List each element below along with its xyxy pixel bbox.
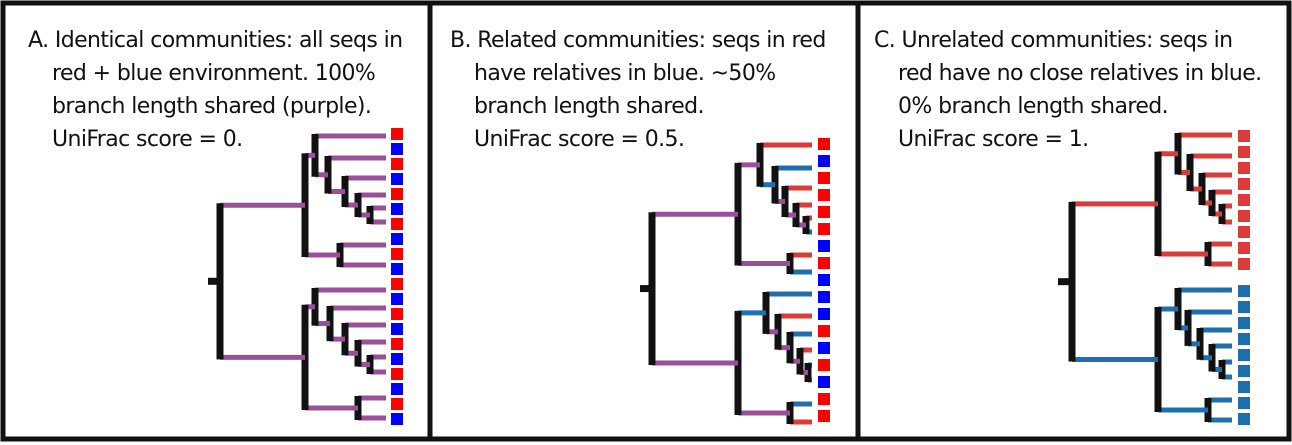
panel-b-line-1: B. Related communities: seqs in red	[450, 28, 826, 53]
panel-c-tip-box-red	[1238, 242, 1250, 254]
panel-c-line-3: 0% branch length shared.	[898, 94, 1169, 119]
panel-a-caption: A. Identical communities: all seqs in re…	[28, 24, 403, 156]
panel-c-tip-box-red	[1238, 130, 1250, 142]
panel-a-line-2: red + blue environment. 100%	[52, 61, 376, 86]
panel-a-tip-box	[391, 203, 403, 215]
panel-a-tip-box	[391, 188, 403, 200]
panel-a-tip-box	[391, 293, 403, 305]
panel-b-line-2: have relatives in blue. ~50%	[474, 61, 776, 86]
panel-c-line-1: C. Unrelated communities: seqs in	[874, 28, 1233, 53]
panel-b-tip-box	[818, 376, 830, 388]
panel-b-line-4: UniFrac score = 0.5.	[474, 127, 685, 152]
panel-b-tip-box	[818, 155, 830, 167]
panel-b-tip-box	[818, 410, 830, 422]
panel-a-tip-box	[391, 383, 403, 395]
panel-a-tip-box	[391, 338, 403, 350]
panel-b-tip-box	[818, 308, 830, 320]
panel-b-tip-box	[818, 359, 830, 371]
panel-c-frame	[855, 0, 1292, 442]
panel-c-tip-box-blue	[1238, 381, 1250, 393]
panel-b-line-3: branch length shared.	[474, 94, 705, 119]
panel-b-tip-box	[818, 393, 830, 405]
panel-b-tip-box	[818, 291, 830, 303]
panel-c-tip-box-blue	[1238, 365, 1250, 377]
panel-a-tip-box	[391, 308, 403, 320]
panel-b-tip-box	[818, 274, 830, 286]
panel-c-tip-box-blue	[1238, 301, 1250, 313]
panel-c-line-2: red have no close relatives in blue.	[898, 61, 1262, 86]
panel-c-tip-box-red	[1238, 210, 1250, 222]
panel-a-tip-box	[391, 398, 403, 410]
panel-c-tip-box-blue	[1238, 317, 1250, 329]
panel-a-line-4: UniFrac score = 0.	[52, 127, 243, 152]
panel-a-tip-box	[391, 158, 403, 170]
panel-b-tip-box	[818, 257, 830, 269]
panel-c-tip-box-red	[1238, 146, 1250, 158]
panel-a-tip-box	[391, 368, 403, 380]
panel-b-tip-box	[818, 240, 830, 252]
panel-c-line-4: UniFrac score = 1.	[898, 127, 1089, 152]
panel-b-tip-box	[818, 223, 830, 235]
panel-c-tip-box-red	[1238, 178, 1250, 190]
panel-a-tip-box	[391, 233, 403, 245]
panel-a-line-1: A. Identical communities: all seqs in	[28, 28, 403, 53]
panel-a-tip-box	[391, 128, 403, 140]
panel-a-tip-box	[391, 413, 403, 425]
tree-layer	[208, 128, 1250, 425]
panel-b-tip-box	[818, 206, 830, 218]
panel-a-tip-box	[391, 143, 403, 155]
panel-a-tip-box	[391, 353, 403, 365]
panel-b-tip-box	[818, 325, 830, 337]
panel-c-tip-box-blue	[1238, 285, 1250, 297]
panel-a-tip-box	[391, 263, 403, 275]
panel-a-tip-box	[391, 173, 403, 185]
panel-c-tip-box-blue	[1238, 413, 1250, 425]
panel-b-tip-box	[818, 189, 830, 201]
panel-a-tip-box	[391, 218, 403, 230]
panel-b-tip-box	[818, 342, 830, 354]
panel-c-tip-box-blue	[1238, 397, 1250, 409]
panel-c-caption: C. Unrelated communities: seqs in red ha…	[874, 24, 1262, 156]
panel-a-tip-box	[391, 278, 403, 290]
panel-b-tip-box	[818, 138, 830, 150]
panel-a-tip-box	[391, 248, 403, 260]
panel-c-tip-box-blue	[1238, 333, 1250, 345]
panel-a-line-3: branch length shared (purple).	[52, 94, 372, 119]
panel-b-tip-box	[818, 172, 830, 184]
panel-c-tip-box-red	[1238, 162, 1250, 174]
panel-c-tip-box-blue	[1238, 349, 1250, 361]
panel-b-caption: B. Related communities: seqs in red have…	[450, 24, 826, 156]
panel-c-tip-box-red	[1238, 226, 1250, 238]
panel-c-tip-box-red	[1238, 194, 1250, 206]
panel-c-tip-box-red	[1238, 258, 1250, 270]
panel-a-tip-box	[391, 323, 403, 335]
